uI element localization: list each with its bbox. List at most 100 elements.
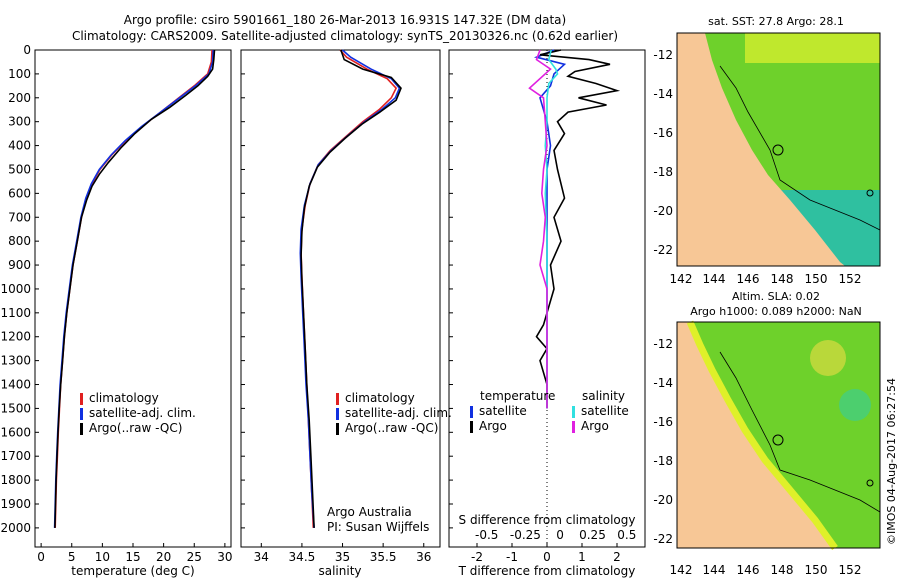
map-top-argo-marker — [772, 144, 784, 156]
s-tick: -0.5 — [475, 528, 499, 542]
map-top-contour — [719, 65, 881, 231]
header-title-line1: Argo profile: csiro 5901661_180 26-Mar-2… — [123, 13, 567, 27]
legend-label: Argo(..raw -QC) — [89, 421, 183, 435]
series-line-argo — [300, 49, 402, 528]
map-bottom-x-tick-label: 144 — [703, 563, 726, 577]
map-bottom-x-tick-label: 152 — [839, 563, 862, 577]
map-bottom-y-tick-label: -12 — [653, 337, 673, 351]
map-bottom-x-tick-label: 148 — [771, 563, 794, 577]
map-top-y-tick-label: -22 — [653, 243, 673, 257]
x-tick-label: 30 — [217, 550, 232, 564]
legend-swatch — [470, 405, 473, 418]
x-tick-label: 5 — [68, 550, 76, 564]
s-tick: 0.5 — [617, 528, 637, 542]
s-tick: -0.25 — [509, 528, 541, 542]
x-tick-label: 15 — [125, 550, 140, 564]
map-top-x-tick-label: 148 — [771, 272, 794, 286]
y-tick-label: 800 — [8, 234, 31, 248]
y-tick-label: 1500 — [0, 401, 31, 415]
legend-item-argo: Argo(..raw -QC) — [80, 421, 196, 436]
series-line-temperature-argo — [535, 49, 621, 409]
map-bottom-title-line2: Argo h1000: 0.089 h2000: NaN — [690, 305, 862, 318]
map-bottom-y-tick-label: -22 — [653, 532, 673, 546]
legend-item-climatology: climatology — [336, 391, 452, 406]
map-top-x-tick-label: 144 — [703, 272, 726, 286]
y-tick-label: 1200 — [0, 330, 31, 344]
legend-swatch — [336, 407, 339, 420]
x-tick-label: 35.5 — [370, 550, 397, 564]
map-bottom-y-tick-label: -14 — [653, 376, 673, 390]
diff-legend-sal: satellite Argo — [572, 404, 629, 434]
x-tick-label: 0 — [37, 550, 45, 564]
y-tick-label: 500 — [8, 162, 31, 176]
credit-line2: PI: Susan Wijffels — [327, 520, 430, 534]
salinity-panel-frame — [240, 49, 441, 548]
map-bottom-coastal-band — [686, 320, 838, 551]
y-tick-label: 700 — [8, 210, 31, 224]
map-bottom-contour — [719, 351, 881, 513]
y-tick-label: 1100 — [0, 306, 31, 320]
map-top-frame — [676, 32, 881, 267]
series-line-climatology — [300, 49, 398, 528]
legend-item-satellite: satellite-adj. clim. — [80, 406, 196, 421]
profile-plots — [53, 49, 621, 528]
map-bottom — [676, 320, 881, 551]
legend-item-satellite: satellite-adj. clim. — [336, 406, 452, 421]
x-tick-label: 2 — [613, 550, 621, 564]
legend-label: satellite-adj. clim. — [345, 406, 452, 420]
legend-swatch — [336, 392, 339, 405]
y-tick-label: 600 — [8, 186, 31, 200]
y-tick-label: 1000 — [0, 282, 31, 296]
series-line-salinity-argo — [528, 49, 552, 409]
credit-line1: Argo Australia — [327, 505, 412, 519]
map-bottom-x-tick-label: 150 — [805, 563, 828, 577]
x-tick-label: -2 — [471, 550, 483, 564]
x-tick-label: 25 — [187, 550, 202, 564]
legend-swatch — [336, 422, 339, 435]
x-tick-label: 34 — [254, 550, 269, 564]
map-top-y-tick-label: -16 — [653, 126, 673, 140]
y-tick-label: 2000 — [0, 521, 31, 535]
y-tick-label: 300 — [8, 115, 31, 129]
legend-item-temp-satellite: satellite — [470, 404, 527, 419]
map-bottom-x-tick-label: 146 — [737, 563, 760, 577]
s-tick: 0.25 — [579, 528, 606, 542]
t-difference-axis-label: T difference from climatology — [458, 564, 636, 578]
legend-swatch — [80, 422, 83, 435]
series-line-satellite-adj-clim- — [299, 49, 401, 528]
y-tick-label: 1400 — [0, 378, 31, 392]
legend-swatch — [572, 420, 575, 433]
s-difference-label: S difference from climatology — [458, 513, 636, 527]
y-tick-label: 1700 — [0, 449, 31, 463]
temperature-panel-frame — [34, 49, 232, 548]
map-bottom-anomaly-high — [810, 340, 846, 376]
x-tick-label: 10 — [95, 550, 110, 564]
legend-item-argo: Argo(..raw -QC) — [336, 421, 452, 436]
legend-item-sal-argo: Argo — [572, 419, 629, 434]
map-bottom-y-tick-label: -20 — [653, 493, 673, 507]
s-difference-ticks: -0.5 -0.25 0 0.25 0.5 — [475, 528, 636, 542]
legend-label: Argo — [479, 419, 507, 433]
x-tick-label: 35 — [335, 550, 350, 564]
legend-item-climatology: climatology — [80, 391, 196, 406]
legend-label: satellite — [479, 404, 527, 418]
axes-ticks: 0 5 10 15 20 25 300100200300400500600700800900… — [0, 43, 861, 577]
map-top-y-tick-label: -14 — [653, 87, 673, 101]
y-tick-label: 1600 — [0, 425, 31, 439]
map-top-y-tick-label: -20 — [653, 204, 673, 218]
s-tick: 0 — [556, 528, 564, 542]
map-bottom-argo-marker — [772, 434, 784, 446]
x-tick-label: 1 — [578, 550, 586, 564]
map-bottom-y-tick-label: -18 — [653, 454, 673, 468]
y-tick-label: 0 — [23, 43, 31, 57]
map-top-x-tick-label: 150 — [805, 272, 828, 286]
series-line-climatology — [54, 49, 213, 528]
temperature-legend: climatology satellite-adj. clim. Argo(..… — [80, 391, 196, 436]
y-tick-label: 1900 — [0, 497, 31, 511]
imos-timestamp: ©IMOS 04-Aug-2017 06:27:54 — [885, 378, 898, 545]
x-tick-label: 34.5 — [289, 550, 316, 564]
legend-label: climatology — [89, 391, 159, 405]
map-top-marker-2 — [866, 189, 874, 197]
map-top-title: sat. SST: 27.8 Argo: 28.1 — [708, 15, 844, 28]
temperature-axis-label: temperature (deg C) — [71, 564, 195, 578]
